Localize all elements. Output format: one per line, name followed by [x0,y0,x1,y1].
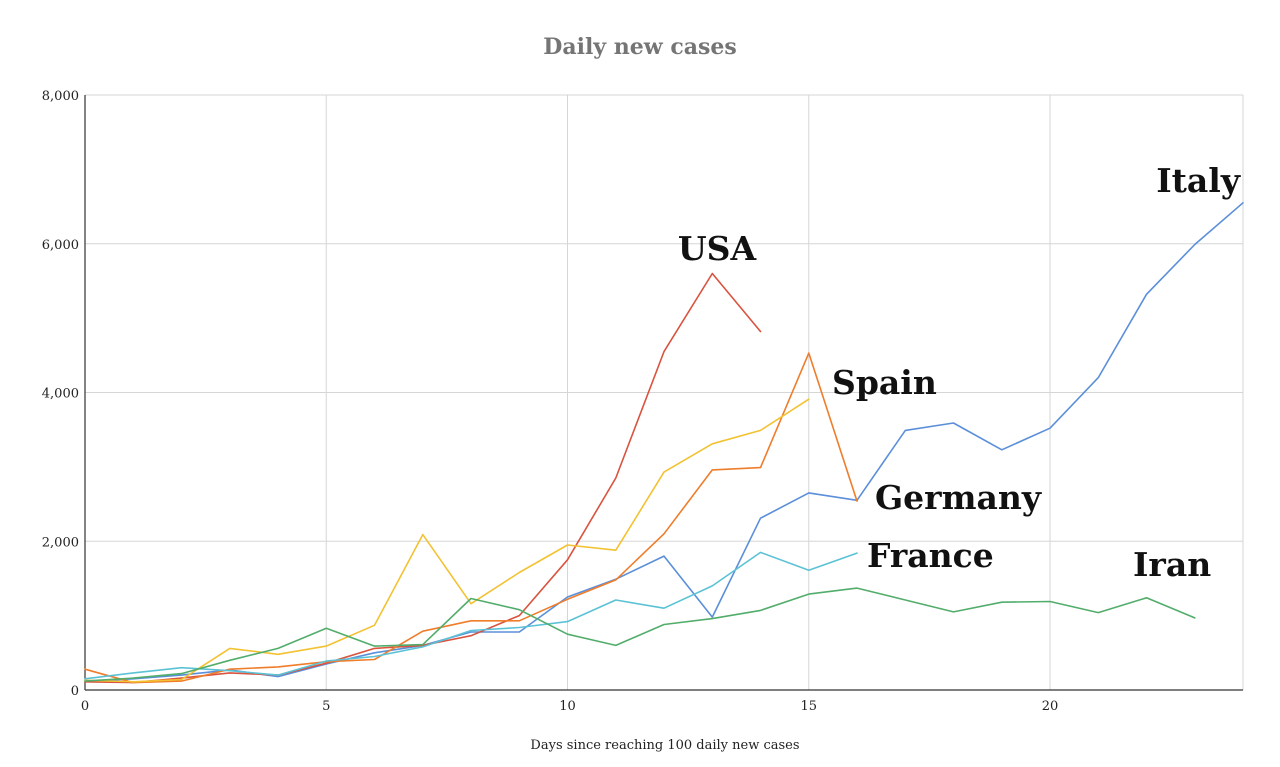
x-tick-label: 10 [559,699,576,714]
series-label-germany: Germany [875,478,1042,517]
series-line-usa [84,272,762,684]
series-line-spain [84,352,858,684]
y-tick-label: 8,000 [42,89,79,104]
y-tick-label: 2,000 [42,535,79,550]
x-axis-label: Days since reaching 100 daily new cases [530,738,799,753]
grid-lines [84,94,1244,691]
y-tick-label: 4,000 [42,387,79,402]
x-tick-label: 15 [800,699,817,714]
y-tick-label: 0 [71,684,79,699]
tick-labels: 0 2,000 4,000 6,000 8,000 0 5 10 15 20 [42,89,1058,714]
x-tick-label: 5 [322,699,330,714]
series-label-italy: Italy [1156,161,1241,200]
series-line-italy [84,202,1244,683]
y-tick-label: 6,000 [42,238,79,253]
series-line-france [84,551,858,680]
series-label-iran: Iran [1133,545,1211,584]
x-tick-label: 20 [1042,699,1059,714]
series-lines [84,202,1244,684]
series-label-spain: Spain [832,363,937,402]
series-label-usa: USA [678,229,757,268]
series-line-iran [84,587,1196,682]
series-label-france: France [867,536,994,575]
chart-title: Daily new cases [543,34,737,60]
series-line-germany [84,398,810,683]
series-labels: Italy USA Spain Germany France Iran [678,161,1241,584]
x-tick-label: 0 [81,699,89,714]
